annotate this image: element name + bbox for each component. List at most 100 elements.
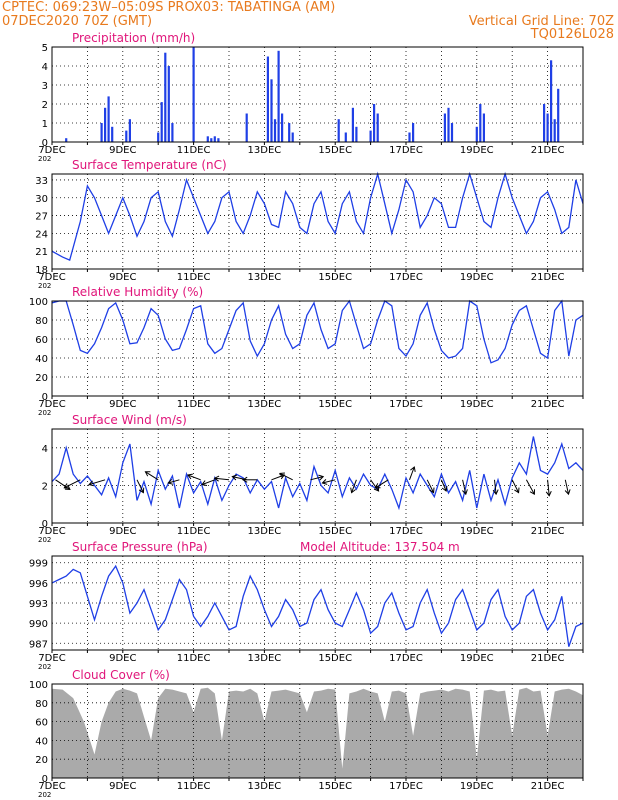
x-tick-label: 7DEC <box>38 272 65 283</box>
wind-vector-head <box>144 471 151 477</box>
x-tick-label: 7DEC <box>38 781 65 792</box>
x-tick-label: 19DEC <box>460 399 494 410</box>
x-year-label: 202 <box>38 155 51 163</box>
panel-frame <box>51 173 584 270</box>
wind-vector-head <box>138 487 145 494</box>
precip-bar <box>344 132 347 142</box>
wind-vector-head <box>429 487 435 494</box>
x-tick-label: 7DEC <box>38 526 65 537</box>
precip-bar <box>376 113 379 142</box>
y-tick-label: 3 <box>42 81 48 92</box>
wind-vector-head <box>186 473 193 480</box>
y-tick-label: 80 <box>35 316 48 327</box>
panel-title-precip: Precipitation (mm/h) <box>72 31 195 45</box>
precip-bar <box>443 113 446 142</box>
x-tick-label: 21DEC <box>531 781 565 792</box>
wind-vector <box>136 479 144 493</box>
wind-vector <box>370 479 380 492</box>
y-tick-label: 987 <box>29 639 48 650</box>
precip-bar <box>171 123 174 142</box>
x-tick-label: 11DEC <box>177 653 211 664</box>
x-tick-label: 9DEC <box>109 781 136 792</box>
cloud-area <box>52 687 583 778</box>
wind-vector <box>279 472 293 481</box>
y-tick-label: 30 <box>35 194 48 205</box>
precip-bar <box>281 113 284 142</box>
panel-title-rh: Relative Humidity (%) <box>72 285 203 299</box>
wind-vector-head <box>564 489 571 496</box>
x-tick-label: 19DEC <box>460 272 494 283</box>
wind-vector <box>310 476 324 481</box>
x-tick-label: 19DEC <box>460 781 494 792</box>
precip-bar <box>245 113 248 142</box>
wind-vector-head <box>462 489 468 496</box>
x-tick-label: 11DEC <box>177 145 211 156</box>
rh-line <box>51 299 584 364</box>
x-tick-label: 13DEC <box>248 653 282 664</box>
y-tick-label: 4 <box>42 444 48 455</box>
y-tick-label: 40 <box>35 354 48 365</box>
wind-vector-head <box>63 483 70 489</box>
panel-pres: 987 990 993 996 999 7DEC 9DEC 11DEC 13DEC 15DEC 17… <box>29 540 584 671</box>
panel-title-cloud: Cloud Cover (%) <box>72 668 170 682</box>
y-tick-label: 20 <box>35 373 48 384</box>
header-run-time: 07DEC2020 70Z (GMT) <box>2 14 153 29</box>
precip-bar <box>550 60 553 142</box>
x-tick-label: 9DEC <box>109 145 136 156</box>
x-tick-label: 19DEC <box>460 526 494 537</box>
wind-line <box>51 436 584 511</box>
wind-vector <box>322 479 336 484</box>
x-tick-label: 17DEC <box>389 781 423 792</box>
precip-bar <box>206 136 209 142</box>
panel-precip: 0 1 2 3 4 5 7DEC 9DEC 11DEC 13DEC 15DEC 17DEC 19DEC 2… <box>38 31 584 163</box>
wind-vector-head <box>441 485 448 492</box>
wind-vector-head <box>350 487 356 494</box>
precip-bar <box>351 107 354 142</box>
y-tick-label: 24 <box>35 229 48 240</box>
y-tick-label: 0 <box>42 138 48 149</box>
wind-vector <box>564 479 569 495</box>
x-tick-label: 19DEC <box>460 653 494 664</box>
wind-vector-head <box>492 489 499 496</box>
x-year-label: 202 <box>38 663 51 671</box>
wind-vector-head <box>64 484 71 490</box>
x-year-label: 202 <box>38 536 51 544</box>
x-tick-label: 21DEC <box>531 526 565 537</box>
panel-frame <box>51 300 584 397</box>
wind-vector <box>168 479 180 484</box>
x-year-label: 202 <box>38 282 51 290</box>
precip-bar <box>192 47 195 142</box>
precip-bar <box>288 123 291 142</box>
x-tick-label: 17DEC <box>389 526 423 537</box>
precip-bar <box>128 119 131 142</box>
precip-bar <box>160 102 163 142</box>
y-tick-label: 80 <box>35 699 48 710</box>
x-tick-label: 15DEC <box>318 145 352 156</box>
panel-frame <box>51 683 584 779</box>
x-tick-label: 21DEC <box>531 653 565 664</box>
precip-bar <box>546 113 549 142</box>
precip-bar <box>213 136 216 142</box>
x-tick-label: 7DEC <box>38 653 65 664</box>
y-tick-label: 5 <box>42 43 48 54</box>
header-model-id: TQ0126L028 <box>530 27 614 42</box>
y-tick-label: 0 <box>42 774 48 785</box>
x-tick-label: 17DEC <box>389 272 423 283</box>
x-tick-label: 13DEC <box>248 781 282 792</box>
precip-bar <box>104 107 107 142</box>
wind-vector-head <box>241 476 248 483</box>
x-tick-label: 17DEC <box>389 399 423 410</box>
wind-vector-head <box>321 479 328 485</box>
pres-line <box>51 564 584 647</box>
x-tick-label: 11DEC <box>177 272 211 283</box>
y-tick-label: 100 <box>29 680 48 691</box>
y-tick-label: 4 <box>42 62 48 73</box>
wind-vector <box>351 479 357 493</box>
wind-vector <box>271 474 285 481</box>
wind-vector-head <box>201 480 208 486</box>
x-year-label: 202 <box>38 409 51 417</box>
wind-vector <box>214 477 230 481</box>
panel-frame <box>51 428 584 524</box>
x-tick-label: 7DEC <box>38 399 65 410</box>
